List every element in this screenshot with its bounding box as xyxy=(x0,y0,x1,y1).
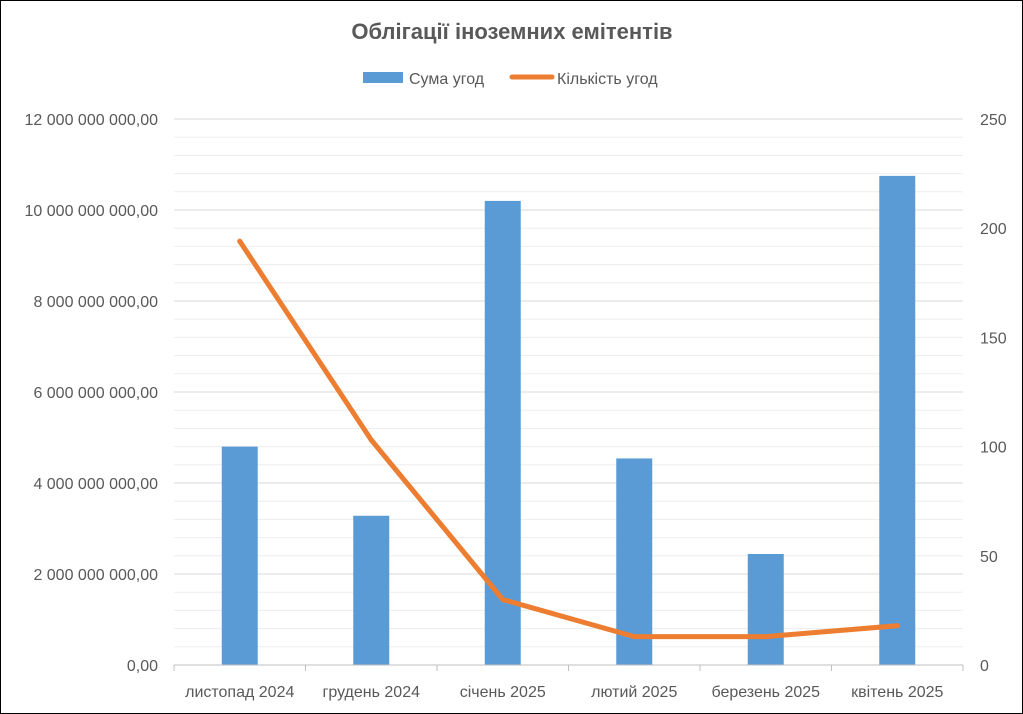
bar xyxy=(879,175,916,665)
y-right-tick-label: 150 xyxy=(980,330,1007,347)
y-right-tick-label: 50 xyxy=(980,549,998,566)
y-right-tick-label: 0 xyxy=(980,658,989,675)
line-series-path xyxy=(237,238,900,640)
y-left-tick-label: 8 000 000 000,00 xyxy=(33,294,158,311)
line-series xyxy=(237,238,900,640)
x-tick-label: грудень 2024 xyxy=(323,684,421,701)
bar xyxy=(747,553,784,665)
legend-label-bar: Сума угод xyxy=(409,71,485,88)
bar-series xyxy=(221,175,916,665)
axes: 0,00 2 000 000 000,00 4 000 000 000,00 6 00… xyxy=(25,112,1007,701)
bar xyxy=(353,515,390,665)
bar xyxy=(484,200,521,665)
y-left-tick-label: 4 000 000 000,00 xyxy=(33,476,158,493)
line-point xyxy=(631,634,637,640)
line-point xyxy=(237,238,243,244)
y-left-tick-label: 12 000 000 000,00 xyxy=(25,112,159,129)
x-tick-label: березень 2025 xyxy=(711,684,820,701)
bar xyxy=(221,446,258,665)
gridlines xyxy=(174,118,963,648)
line-point xyxy=(763,634,769,640)
y-left-tick-label: 10 000 000 000,00 xyxy=(25,203,159,220)
y-right-tick-label: 250 xyxy=(980,112,1007,129)
x-tick-label: лютий 2025 xyxy=(591,684,677,701)
y-right-tick-label: 200 xyxy=(980,221,1007,238)
line-point xyxy=(894,623,900,629)
x-tick-label: січень 2025 xyxy=(460,684,546,701)
chart-title: Облігації іноземних емітентів xyxy=(351,19,672,44)
x-tick-label: листопад 2024 xyxy=(185,684,294,701)
line-point xyxy=(500,596,506,602)
bar xyxy=(616,458,653,665)
line-point xyxy=(368,437,374,443)
legend-label-line: Кількість угод xyxy=(557,71,658,88)
legend-swatch-bar xyxy=(363,72,403,83)
legend: Сума угод Кількість угод xyxy=(363,71,658,88)
y-left-tick-label: 0,00 xyxy=(127,658,158,675)
y-left-tick-label: 6 000 000 000,00 xyxy=(33,385,158,402)
y-right-tick-label: 100 xyxy=(980,440,1007,457)
y-left-tick-label: 2 000 000 000,00 xyxy=(33,567,158,584)
x-tick-label: квітень 2025 xyxy=(851,684,943,701)
